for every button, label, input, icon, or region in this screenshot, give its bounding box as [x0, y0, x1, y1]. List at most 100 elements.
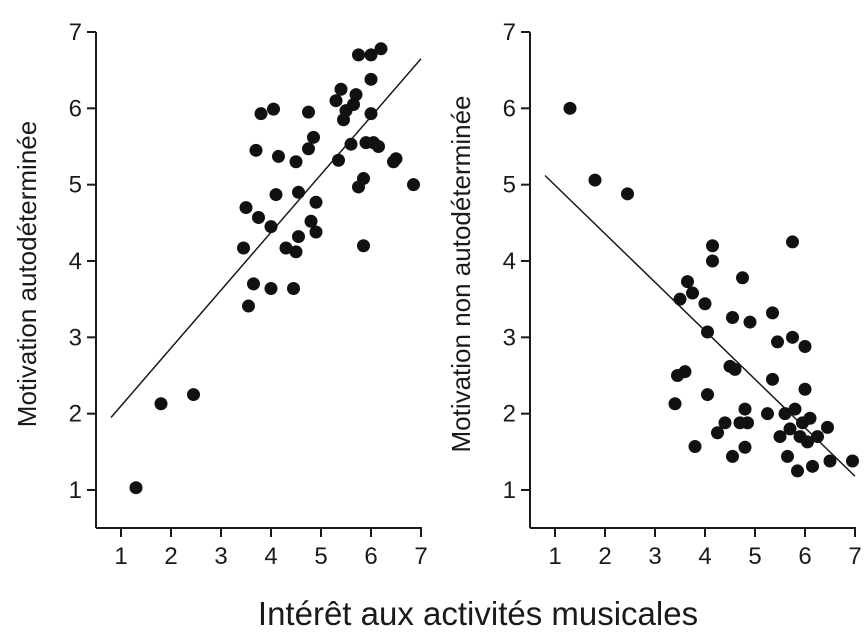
x-tick-label: 4 — [698, 543, 711, 570]
data-point — [621, 187, 634, 201]
data-point — [791, 464, 804, 478]
data-point — [247, 277, 260, 291]
data-point — [803, 411, 817, 425]
data-point — [364, 48, 378, 62]
data-point — [711, 426, 724, 440]
x-tick-label: 2 — [598, 543, 611, 570]
y-tick-label: 4 — [503, 248, 516, 275]
x-tick-label: 1 — [114, 543, 127, 570]
data-point — [701, 325, 714, 339]
data-point — [129, 481, 143, 495]
data-point — [786, 235, 799, 249]
data-point — [588, 173, 602, 187]
data-point — [771, 335, 784, 349]
x-tick-label: 6 — [364, 543, 377, 570]
data-point — [334, 82, 348, 96]
data-point — [563, 101, 577, 115]
data-point — [349, 88, 363, 102]
data-point — [154, 397, 168, 411]
y-tick-label: 7 — [69, 19, 82, 46]
data-point — [806, 459, 819, 473]
scatter-panel-right: 1 2 3 4 5 6 7 1 2 3 4 5 6 7 Motivation non autodétermi… — [446, 19, 862, 570]
data-point — [766, 306, 779, 320]
data-point — [706, 239, 719, 253]
y-tick-label: 7 — [503, 19, 516, 46]
y-axis-title: Motivation non autodéterminée — [446, 95, 476, 452]
scatter-panel-left: 1 2 3 4 5 6 7 1 2 3 4 5 6 7 Motivation autodéterminée — [12, 19, 428, 570]
data-point — [302, 142, 315, 156]
data-point — [302, 105, 315, 119]
x-tick-label: 1 — [548, 543, 561, 570]
data-point — [811, 430, 824, 444]
data-point — [269, 188, 283, 202]
data-point — [801, 435, 814, 449]
x-tick-label: 5 — [314, 543, 327, 570]
x-tick-label: 3 — [648, 543, 661, 570]
data-point — [374, 42, 388, 56]
data-point — [352, 48, 365, 62]
data-point — [741, 416, 754, 430]
data-point — [728, 362, 742, 376]
data-point — [329, 94, 343, 108]
data-point — [736, 271, 749, 285]
y-tick-label: 6 — [503, 95, 516, 122]
data-point — [309, 195, 323, 209]
data-point — [332, 153, 345, 167]
x-tick-label: 3 — [214, 543, 227, 570]
data-point — [773, 430, 787, 444]
data-point — [706, 254, 719, 268]
y-tick-label: 3 — [69, 324, 82, 351]
data-point — [272, 149, 285, 163]
data-point — [372, 140, 385, 153]
data-point — [673, 292, 687, 306]
data-point — [726, 310, 739, 324]
y-axis-title: Motivation autodéterminée — [12, 121, 42, 427]
data-point — [668, 397, 682, 411]
data-point — [726, 449, 739, 463]
data-point — [307, 130, 320, 144]
data-point — [347, 98, 360, 112]
data-point — [249, 143, 263, 157]
y-tick-label: 2 — [503, 401, 516, 428]
data-point — [738, 402, 752, 416]
data-point — [304, 214, 318, 228]
y-tick-label: 4 — [69, 248, 82, 275]
data-point — [254, 107, 268, 121]
data-point — [738, 440, 752, 454]
data-point — [389, 152, 403, 166]
data-point — [821, 420, 834, 434]
data-point — [292, 230, 305, 244]
data-point — [289, 245, 303, 259]
data-point — [786, 330, 799, 344]
data-point — [781, 449, 794, 463]
data-point — [344, 137, 358, 151]
data-point — [252, 210, 265, 224]
data-point — [242, 299, 255, 313]
y-tick-label: 5 — [503, 172, 516, 199]
y-tick-label: 1 — [503, 477, 516, 504]
y-tick-label: 3 — [503, 324, 516, 351]
data-point — [237, 241, 250, 255]
data-point — [701, 388, 714, 402]
x-tick-label: 7 — [848, 543, 861, 570]
data-point — [267, 102, 280, 116]
data-point — [688, 439, 702, 453]
y-tick-label: 2 — [69, 401, 82, 428]
y-tick-label: 1 — [69, 477, 82, 504]
data-point — [798, 339, 812, 353]
data-point — [846, 454, 859, 468]
data-point — [309, 225, 323, 239]
data-point — [364, 107, 378, 121]
data-point — [264, 281, 278, 295]
data-point — [187, 388, 200, 402]
data-point — [718, 416, 732, 430]
x-tick-label: 6 — [798, 543, 811, 570]
y-tick-label: 5 — [69, 172, 82, 199]
data-point — [239, 201, 253, 215]
data-point — [364, 72, 378, 86]
x-tick-label: 2 — [164, 543, 177, 570]
data-point — [678, 365, 692, 379]
data-point — [698, 297, 712, 311]
data-point — [783, 422, 797, 436]
